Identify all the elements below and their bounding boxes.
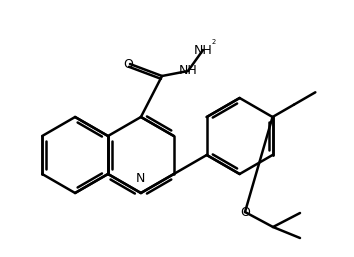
Text: O: O: [123, 58, 133, 70]
Text: NH: NH: [179, 65, 198, 78]
Text: NH: NH: [194, 43, 212, 57]
Text: N: N: [135, 171, 145, 185]
Text: $_2$: $_2$: [211, 37, 217, 47]
Text: O: O: [240, 206, 250, 218]
